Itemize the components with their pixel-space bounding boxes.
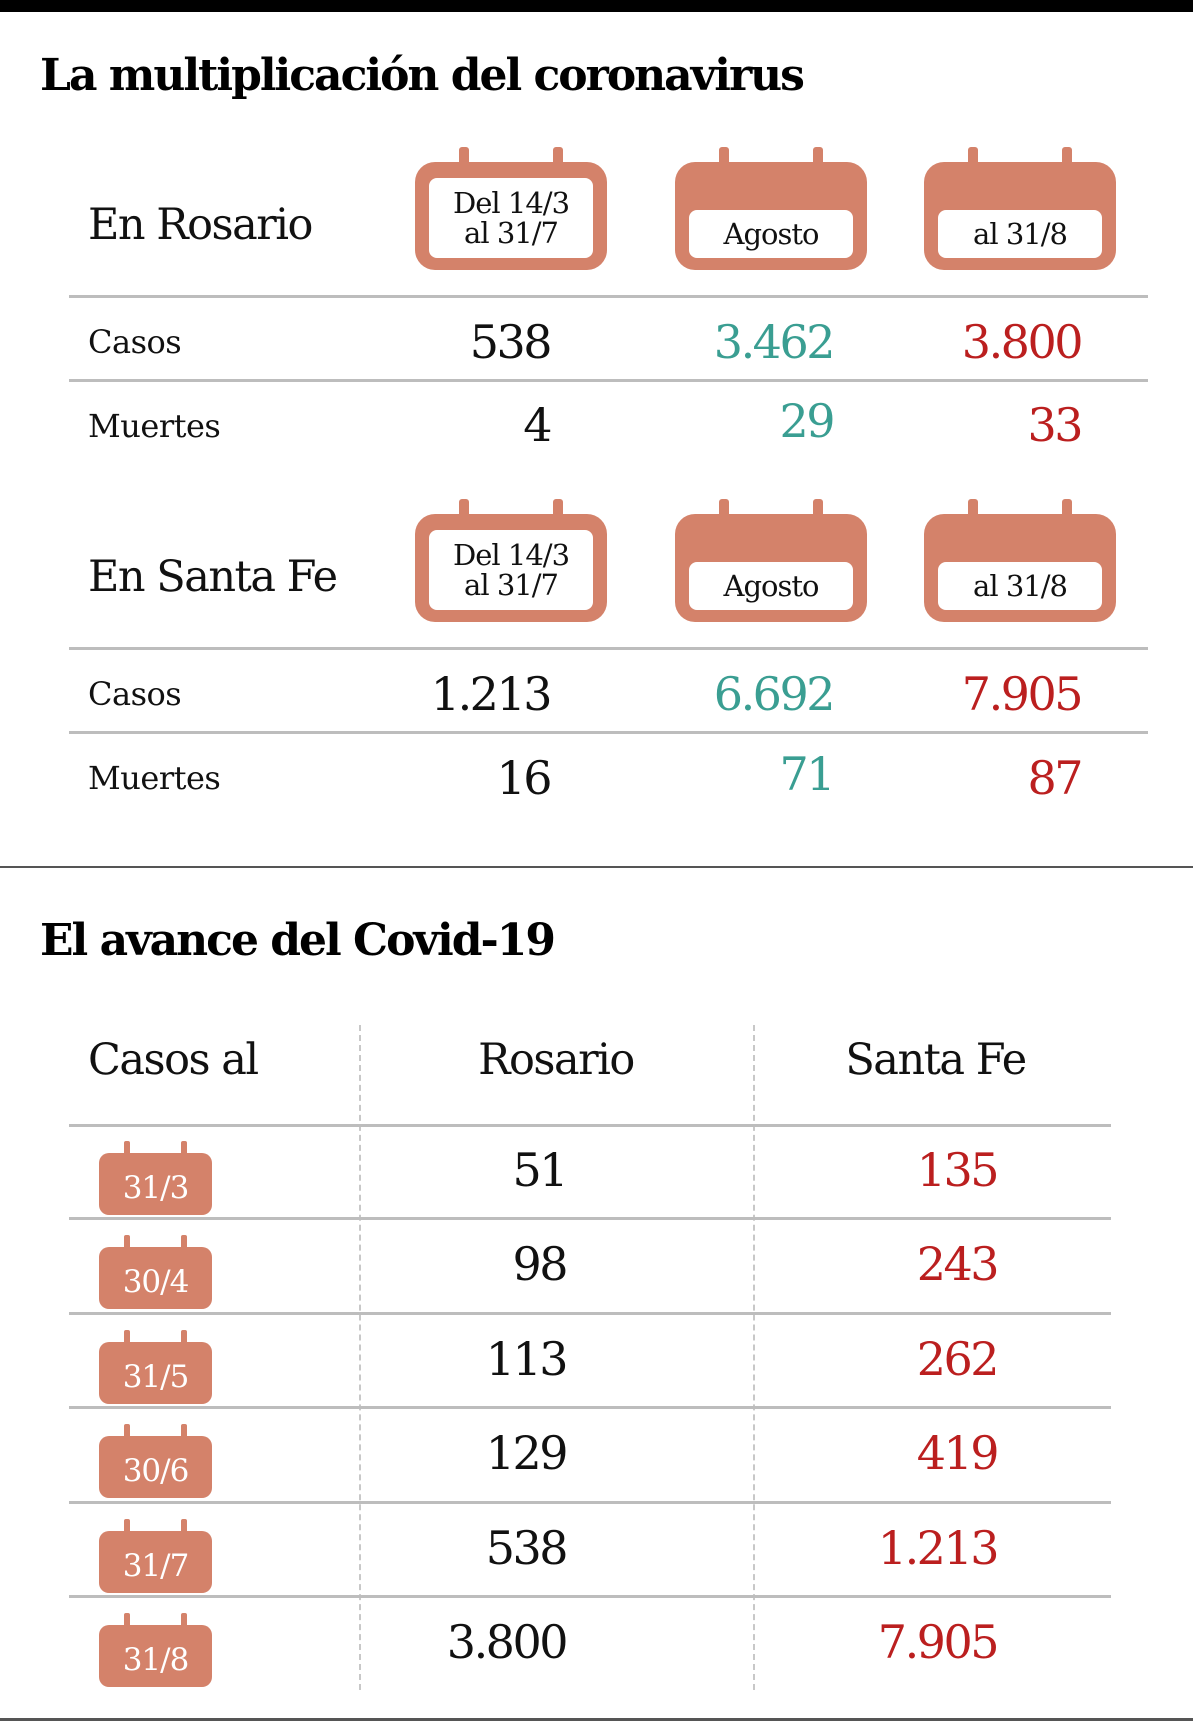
row-rule [69, 295, 1148, 298]
period-label: al 31/8 [973, 217, 1068, 251]
value-rosario-muertes-period-2: 29 [779, 394, 835, 448]
row-rule [69, 1124, 1111, 1127]
bottom-rule [0, 1718, 1193, 1721]
top-bar [0, 0, 1193, 12]
row-rule [69, 1406, 1111, 1410]
value-santa-fe: 1.213 [877, 1520, 1000, 1575]
value-rosario-casos-period-2: 3.462 [713, 315, 836, 369]
row-rule [69, 1217, 1111, 1221]
calendar-icon-period-3: al 31/8 [924, 499, 1116, 622]
value-santa-fe: 262 [916, 1331, 1000, 1386]
value-rosario: 51 [512, 1143, 568, 1197]
date-label: 31/3 [122, 1170, 190, 1206]
period-label: al 31/8 [973, 569, 1068, 603]
date-badge-calendar-icon: 31/7 [99, 1518, 212, 1593]
value-santa-fe: 243 [916, 1237, 1000, 1292]
section-title-avance: El avance del Covid-19 [40, 915, 556, 966]
column-header-rosario: Rosario [478, 1035, 635, 1085]
value-santa-fe: 135 [916, 1143, 1000, 1197]
column-separator [359, 1025, 361, 1690]
calendar-icon-period-1: Del 14/3 al 31/7 [415, 147, 607, 270]
row-rule [69, 731, 1148, 734]
value-santafe-casos-period-3: 7.905 [961, 667, 1084, 721]
value-santafe-casos-period-2: 6.692 [713, 667, 836, 721]
value-rosario-casos-period-1: 538 [469, 315, 553, 369]
calendar-icon-period-2: Agosto [675, 147, 867, 270]
period-label-line2: al 31/7 [464, 216, 559, 250]
date-label: 30/4 [122, 1264, 190, 1301]
section-title-multiplicacion: La multiplicación del coronavirus [40, 50, 805, 101]
row-rule [69, 1595, 1111, 1598]
region-title-rosario: En Rosario [88, 200, 313, 250]
value-rosario: 98 [512, 1237, 568, 1292]
region-title-santa-fe: En Santa Fe [88, 552, 338, 602]
row-rule [69, 647, 1148, 650]
row-rule [69, 379, 1148, 382]
date-badge-calendar-icon: 31/3 [99, 1141, 212, 1215]
column-separator [753, 1025, 755, 1690]
row-label-casos: Casos [88, 323, 182, 361]
value-rosario-muertes-period-3: 33 [1027, 398, 1083, 452]
date-badge-calendar-icon: 30/6 [99, 1424, 212, 1499]
value-rosario: 3.800 [446, 1615, 569, 1669]
date-badge-calendar-icon: 31/5 [99, 1329, 212, 1404]
value-rosario-casos-period-3: 3.800 [961, 315, 1084, 369]
date-badge-calendar-icon: 30/4 [99, 1235, 212, 1310]
date-label: 30/6 [122, 1453, 190, 1490]
value-santafe-muertes-period-2: 71 [779, 747, 835, 801]
value-rosario: 113 [485, 1331, 569, 1386]
calendar-icon-period-1: Del 14/3 al 31/7 [415, 499, 607, 622]
calendar-icon-period-2: Agosto [675, 499, 867, 622]
period-label-line2: al 31/7 [464, 568, 559, 602]
date-label: 31/5 [122, 1358, 190, 1395]
period-label: Agosto [723, 569, 820, 603]
value-santa-fe: 7.905 [877, 1615, 1000, 1669]
value-santa-fe: 419 [916, 1426, 1000, 1481]
value-rosario-muertes-period-1: 4 [523, 398, 552, 452]
row-label-casos: Casos [88, 675, 182, 713]
row-rule [69, 1311, 1111, 1315]
value-rosario: 129 [485, 1426, 569, 1481]
row-label-muertes: Muertes [88, 407, 221, 445]
period-label: Agosto [723, 217, 820, 251]
section-divider [0, 866, 1193, 868]
period-label-line1: Del 14/3 [452, 186, 570, 220]
row-label-muertes: Muertes [88, 759, 221, 797]
calendar-icon-period-3: al 31/8 [924, 147, 1116, 270]
column-header-santa-fe: Santa Fe [845, 1035, 1027, 1085]
date-label: 31/7 [122, 1547, 190, 1584]
value-santafe-casos-period-1: 1.213 [430, 667, 553, 721]
date-badge-calendar-icon: 31/8 [99, 1613, 212, 1687]
value-rosario: 538 [485, 1520, 569, 1575]
value-santafe-muertes-period-1: 16 [496, 751, 552, 805]
value-santafe-muertes-period-3: 87 [1027, 751, 1083, 805]
column-header-casos-al: Casos al [88, 1035, 259, 1085]
period-label-line1: Del 14/3 [452, 538, 570, 572]
row-rule [69, 1500, 1111, 1504]
date-label: 31/8 [122, 1642, 190, 1678]
